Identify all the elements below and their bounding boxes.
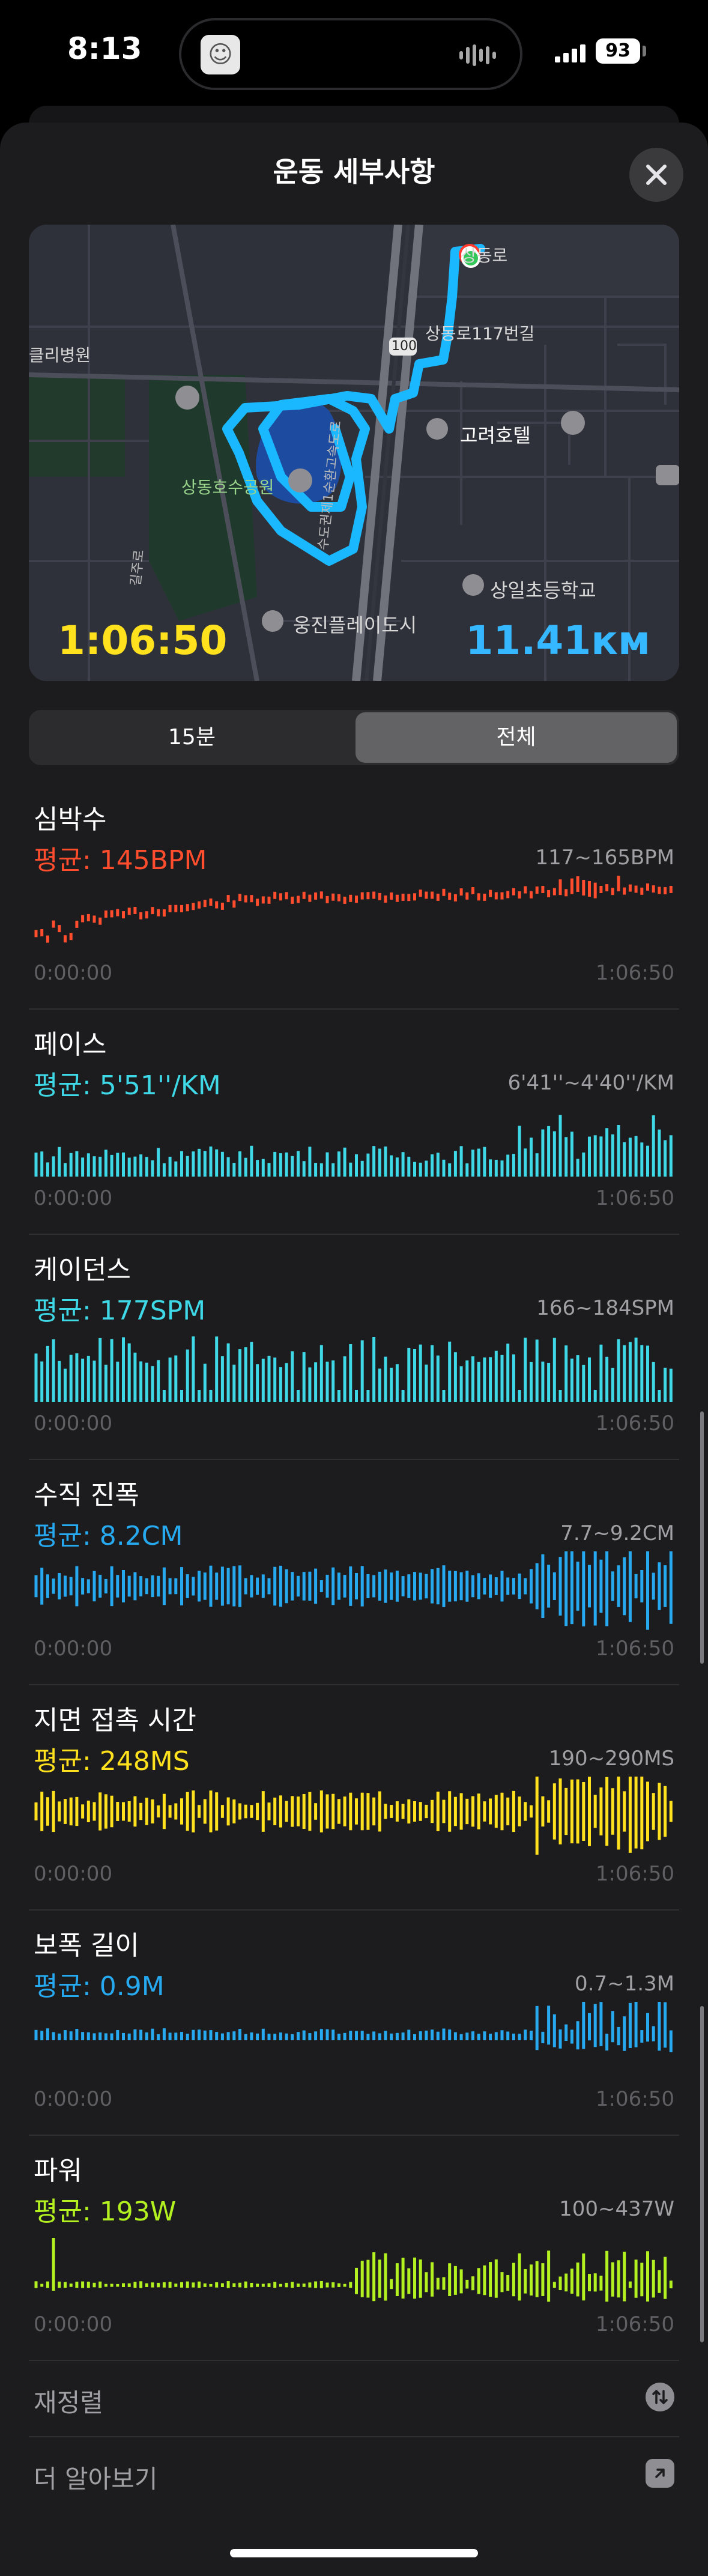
close-icon <box>646 165 667 185</box>
chart-start-time: 0:00:00 <box>34 1411 113 1435</box>
metric-range: 0.7~1.3M <box>575 1972 674 1996</box>
scrollbar-thumb[interactable] <box>700 1411 704 1664</box>
map-label-road-left: 길주로 <box>128 549 148 587</box>
map-label-plaza: 웅진플레이도시 <box>293 614 417 637</box>
metric-stride-length[interactable]: 보폭 길이 평균: 0.9M 0.7~1.3M 0:00:00 1:06:50 <box>29 1924 679 2149</box>
time-range-segmented-control[interactable]: 15분 전체 <box>29 710 679 765</box>
sheet-title: 운동 세부사항 <box>273 156 435 188</box>
metric-average: 평균: 193W <box>34 2196 177 2227</box>
vertical-oscillation-chart <box>34 1551 673 1630</box>
reorder-row[interactable]: 재정렬 <box>29 2362 679 2434</box>
map-label-street: 상동로117번길 <box>425 324 535 344</box>
reorder-label: 재정렬 <box>34 2388 103 2417</box>
chart-end-time: 1:06:50 <box>595 1637 674 1661</box>
external-link-icon <box>646 2459 674 2488</box>
metric-average: 평균: 248MS <box>34 1746 190 1777</box>
reorder-icon <box>646 2383 674 2411</box>
segment-15min[interactable]: 15분 <box>168 725 216 750</box>
divider <box>29 1909 679 1911</box>
chart-end-time: 1:06:50 <box>595 1411 674 1435</box>
map-label-hotel: 고려호텔 <box>460 424 531 447</box>
battery-tip <box>643 46 646 56</box>
chart-end-time: 1:06:50 <box>595 961 674 985</box>
map-label-road-top: 상동로 <box>461 246 508 265</box>
divider <box>29 2436 679 2437</box>
workout-duration: 1:06:50 <box>58 617 228 664</box>
divider <box>29 1459 679 1460</box>
metric-range: 190~290MS <box>548 1747 674 1771</box>
metric-range: 117~165BPM <box>535 846 674 870</box>
scrollbar-thumb[interactable] <box>700 2006 704 2342</box>
metric-average: 평균: 0.9M <box>34 1971 165 2002</box>
map-label-school: 상일초등학교 <box>490 579 596 602</box>
metric-range: 100~437W <box>559 2197 674 2221</box>
chart-end-time: 1:06:50 <box>595 1862 674 1886</box>
metric-vertical-oscillation[interactable]: 수직 진폭 평균: 8.2CM 7.7~9.2CM 0:00:00 1:06:5… <box>29 1473 679 1699</box>
metric-title: 페이스 <box>34 1029 107 1060</box>
metric-title: 심박수 <box>34 804 107 835</box>
chart-start-time: 0:00:00 <box>34 961 113 985</box>
stride-length-chart <box>34 2002 673 2052</box>
metric-range: 166~184SPM <box>536 1296 674 1320</box>
dynamic-island[interactable]: ☺ <box>179 18 522 90</box>
metric-average: 평균: 177SPM <box>34 1296 206 1326</box>
metric-pace[interactable]: 페이스 평균: 5'51''/KM 6'41''~4'40''/KM 0:00:… <box>29 1023 679 1248</box>
metric-ground-contact-time[interactable]: 지면 접촉 시간 평균: 248MS 190~290MS 0:00:00 1:0… <box>29 1699 679 1924</box>
chart-start-time: 0:00:00 <box>34 1637 113 1661</box>
map-canvas <box>29 225 679 681</box>
route-map[interactable]: 클리병원 상동호수공원 상동로117번길 고려호텔 상일초등학교 웅진플레이도시… <box>29 225 679 681</box>
divider <box>29 1684 679 1685</box>
metric-title: 수직 진폭 <box>34 1480 139 1511</box>
divider <box>29 1008 679 1010</box>
cadence-chart <box>34 1336 673 1402</box>
metric-range: 7.7~9.2CM <box>560 1521 674 1545</box>
chart-start-time: 0:00:00 <box>34 1862 113 1886</box>
metric-heart-rate[interactable]: 심박수 평균: 145BPM 117~165BPM 0:00:00 1:06:5… <box>29 798 679 1023</box>
status-time: 8:13 <box>67 31 142 66</box>
workout-distance: 11.41км <box>465 617 650 664</box>
chart-end-time: 1:06:50 <box>595 1186 674 1210</box>
metric-range: 6'41''~4'40''/KM <box>507 1071 674 1095</box>
audio-waveform-icon <box>459 43 496 67</box>
metric-title: 보폭 길이 <box>34 1930 139 1961</box>
chart-end-time: 1:06:50 <box>595 2087 674 2111</box>
divider <box>29 2135 679 2136</box>
metric-title: 파워 <box>34 2156 82 2186</box>
metric-title: 지면 접촉 시간 <box>34 1705 196 1736</box>
map-label-hospital: 클리병원 <box>29 345 91 365</box>
home-indicator[interactable] <box>230 2549 478 2557</box>
metric-average: 평균: 8.2CM <box>34 1521 183 1551</box>
close-button[interactable] <box>629 148 683 202</box>
segment-all[interactable]: 전체 <box>356 712 677 763</box>
heart-rate-chart <box>34 876 673 943</box>
learn-more-label: 더 알아보기 <box>34 2464 158 2494</box>
divider <box>29 1234 679 1235</box>
metric-title: 케이던스 <box>34 1255 131 1285</box>
map-label-park: 상동호수공원 <box>181 477 274 497</box>
metric-cadence[interactable]: 케이던스 평균: 177SPM 166~184SPM 0:00:00 1:06:… <box>29 1248 679 1473</box>
power-chart <box>34 2238 673 2302</box>
map-label-highway: 100 <box>392 339 417 354</box>
learn-more-row[interactable]: 더 알아보기 <box>29 2438 679 2511</box>
status-bar: 8:13 ☺ 93 <box>0 0 708 108</box>
now-playing-artwork-icon: ☺ <box>201 35 240 74</box>
metric-average: 평균: 5'51''/KM <box>34 1070 221 1101</box>
metric-average: 평균: 145BPM <box>34 845 207 876</box>
chart-start-time: 0:00:00 <box>34 1186 113 1210</box>
metric-power[interactable]: 파워 평균: 193W 100~437W 0:00:00 1:06:50 <box>29 2149 679 2374</box>
chart-start-time: 0:00:00 <box>34 2312 113 2336</box>
chart-start-time: 0:00:00 <box>34 2087 113 2111</box>
battery-icon: 93 <box>596 38 640 64</box>
pace-chart <box>34 1115 673 1177</box>
divider <box>29 2360 679 2361</box>
cellular-signal-icon <box>555 43 585 62</box>
ground-contact-chart <box>34 1777 673 1855</box>
chart-end-time: 1:06:50 <box>595 2312 674 2336</box>
